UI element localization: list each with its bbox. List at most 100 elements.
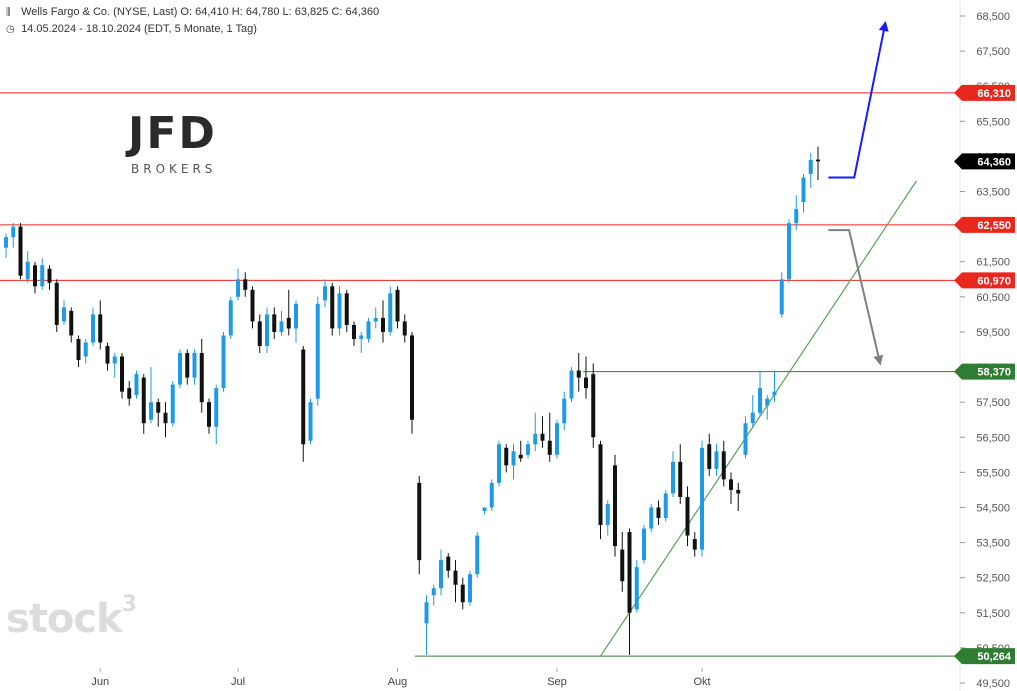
candle-body (228, 300, 233, 336)
clock-icon: ◷ (6, 24, 15, 35)
candle (410, 331, 414, 434)
candle-body (533, 433, 538, 445)
candle (808, 152, 813, 189)
candle (591, 363, 596, 448)
level-tag-resistance-label: 66,310 (977, 88, 1011, 100)
candle (221, 331, 226, 392)
x-tick-label: Sep (547, 676, 567, 688)
candle-body (120, 356, 124, 392)
candle-body (395, 289, 400, 322)
candle-body (816, 159, 820, 162)
candle-body (772, 391, 777, 396)
candle-body (721, 451, 726, 480)
candle-body (511, 451, 516, 466)
candle-body (352, 324, 356, 339)
candle-body (98, 314, 103, 343)
candle-body (526, 444, 530, 455)
y-tick-label: 54,500 (976, 502, 1010, 514)
candle (605, 500, 610, 536)
candle (685, 486, 690, 547)
candle-body (141, 377, 146, 424)
y-tick-label: 63,500 (976, 187, 1010, 199)
candle-body (402, 321, 407, 336)
level-tag-support-label: 50,264 (977, 651, 1012, 663)
candle (569, 367, 574, 403)
candle (250, 286, 255, 329)
candle (576, 353, 581, 392)
candle (83, 338, 88, 364)
logo-sub-text: BROKERS (131, 162, 217, 176)
candle (540, 416, 545, 448)
candle (308, 398, 313, 445)
candle-body (424, 602, 429, 624)
y-tick-label: 55,500 (976, 467, 1010, 479)
candle-body (112, 356, 117, 364)
candle-body (25, 261, 30, 280)
logo-main-text: JFD (128, 108, 217, 159)
range-detail: (EDT, 5 Monate, 1 Tag) (144, 23, 257, 35)
candle (765, 395, 770, 420)
candle (54, 279, 59, 332)
y-tick-label: 65,500 (976, 116, 1010, 128)
candle (801, 173, 806, 213)
projection-arrow-bullish (828, 21, 889, 179)
candle (25, 251, 30, 283)
candle (301, 345, 306, 462)
candle-body (808, 159, 813, 174)
candle-body (207, 402, 211, 427)
candle (366, 317, 371, 343)
candle (431, 584, 436, 606)
candle (40, 258, 45, 290)
candle-body (272, 314, 277, 332)
candle (337, 286, 342, 336)
candle (816, 146, 820, 181)
level-tag-resistance-shape (954, 216, 1015, 233)
candle (671, 451, 675, 497)
candle (185, 349, 190, 385)
candle (743, 416, 748, 459)
candle (120, 353, 124, 399)
x-tick-label: Aug (388, 676, 408, 688)
candle-body (743, 423, 748, 455)
candle (533, 412, 538, 452)
candle (721, 440, 726, 487)
level-tag-support-label: 58,370 (977, 367, 1011, 379)
candle-body (700, 447, 704, 550)
candle (468, 570, 472, 606)
candle (352, 321, 356, 346)
candle-body (663, 493, 668, 519)
candle (700, 440, 704, 557)
candle-body (330, 286, 335, 329)
candle (634, 560, 639, 613)
candle-body (642, 528, 646, 561)
candle-body (801, 177, 806, 203)
candle (787, 219, 791, 283)
candle (627, 528, 632, 655)
candle-body (584, 377, 588, 389)
candle (620, 532, 625, 592)
candle-body (178, 353, 182, 385)
candle (178, 349, 182, 389)
candle (511, 444, 516, 480)
candle-body (54, 282, 59, 325)
candle-body (460, 584, 465, 603)
candle-body (214, 388, 219, 427)
candle (134, 370, 139, 399)
candle (678, 444, 683, 504)
candle (76, 335, 81, 368)
candle (395, 286, 400, 329)
candle-body (569, 370, 574, 399)
candle (207, 398, 211, 434)
level-tag-resistance-label: 60,970 (977, 275, 1011, 287)
candle-body (758, 388, 762, 413)
candle-body (576, 370, 581, 378)
candle (330, 282, 335, 336)
candle (794, 195, 799, 231)
y-tick-label: 53,500 (976, 538, 1010, 550)
candle-body (388, 293, 393, 332)
candle (228, 296, 233, 339)
candle-body (468, 574, 472, 603)
candle-body (279, 321, 284, 332)
candle (649, 503, 654, 533)
